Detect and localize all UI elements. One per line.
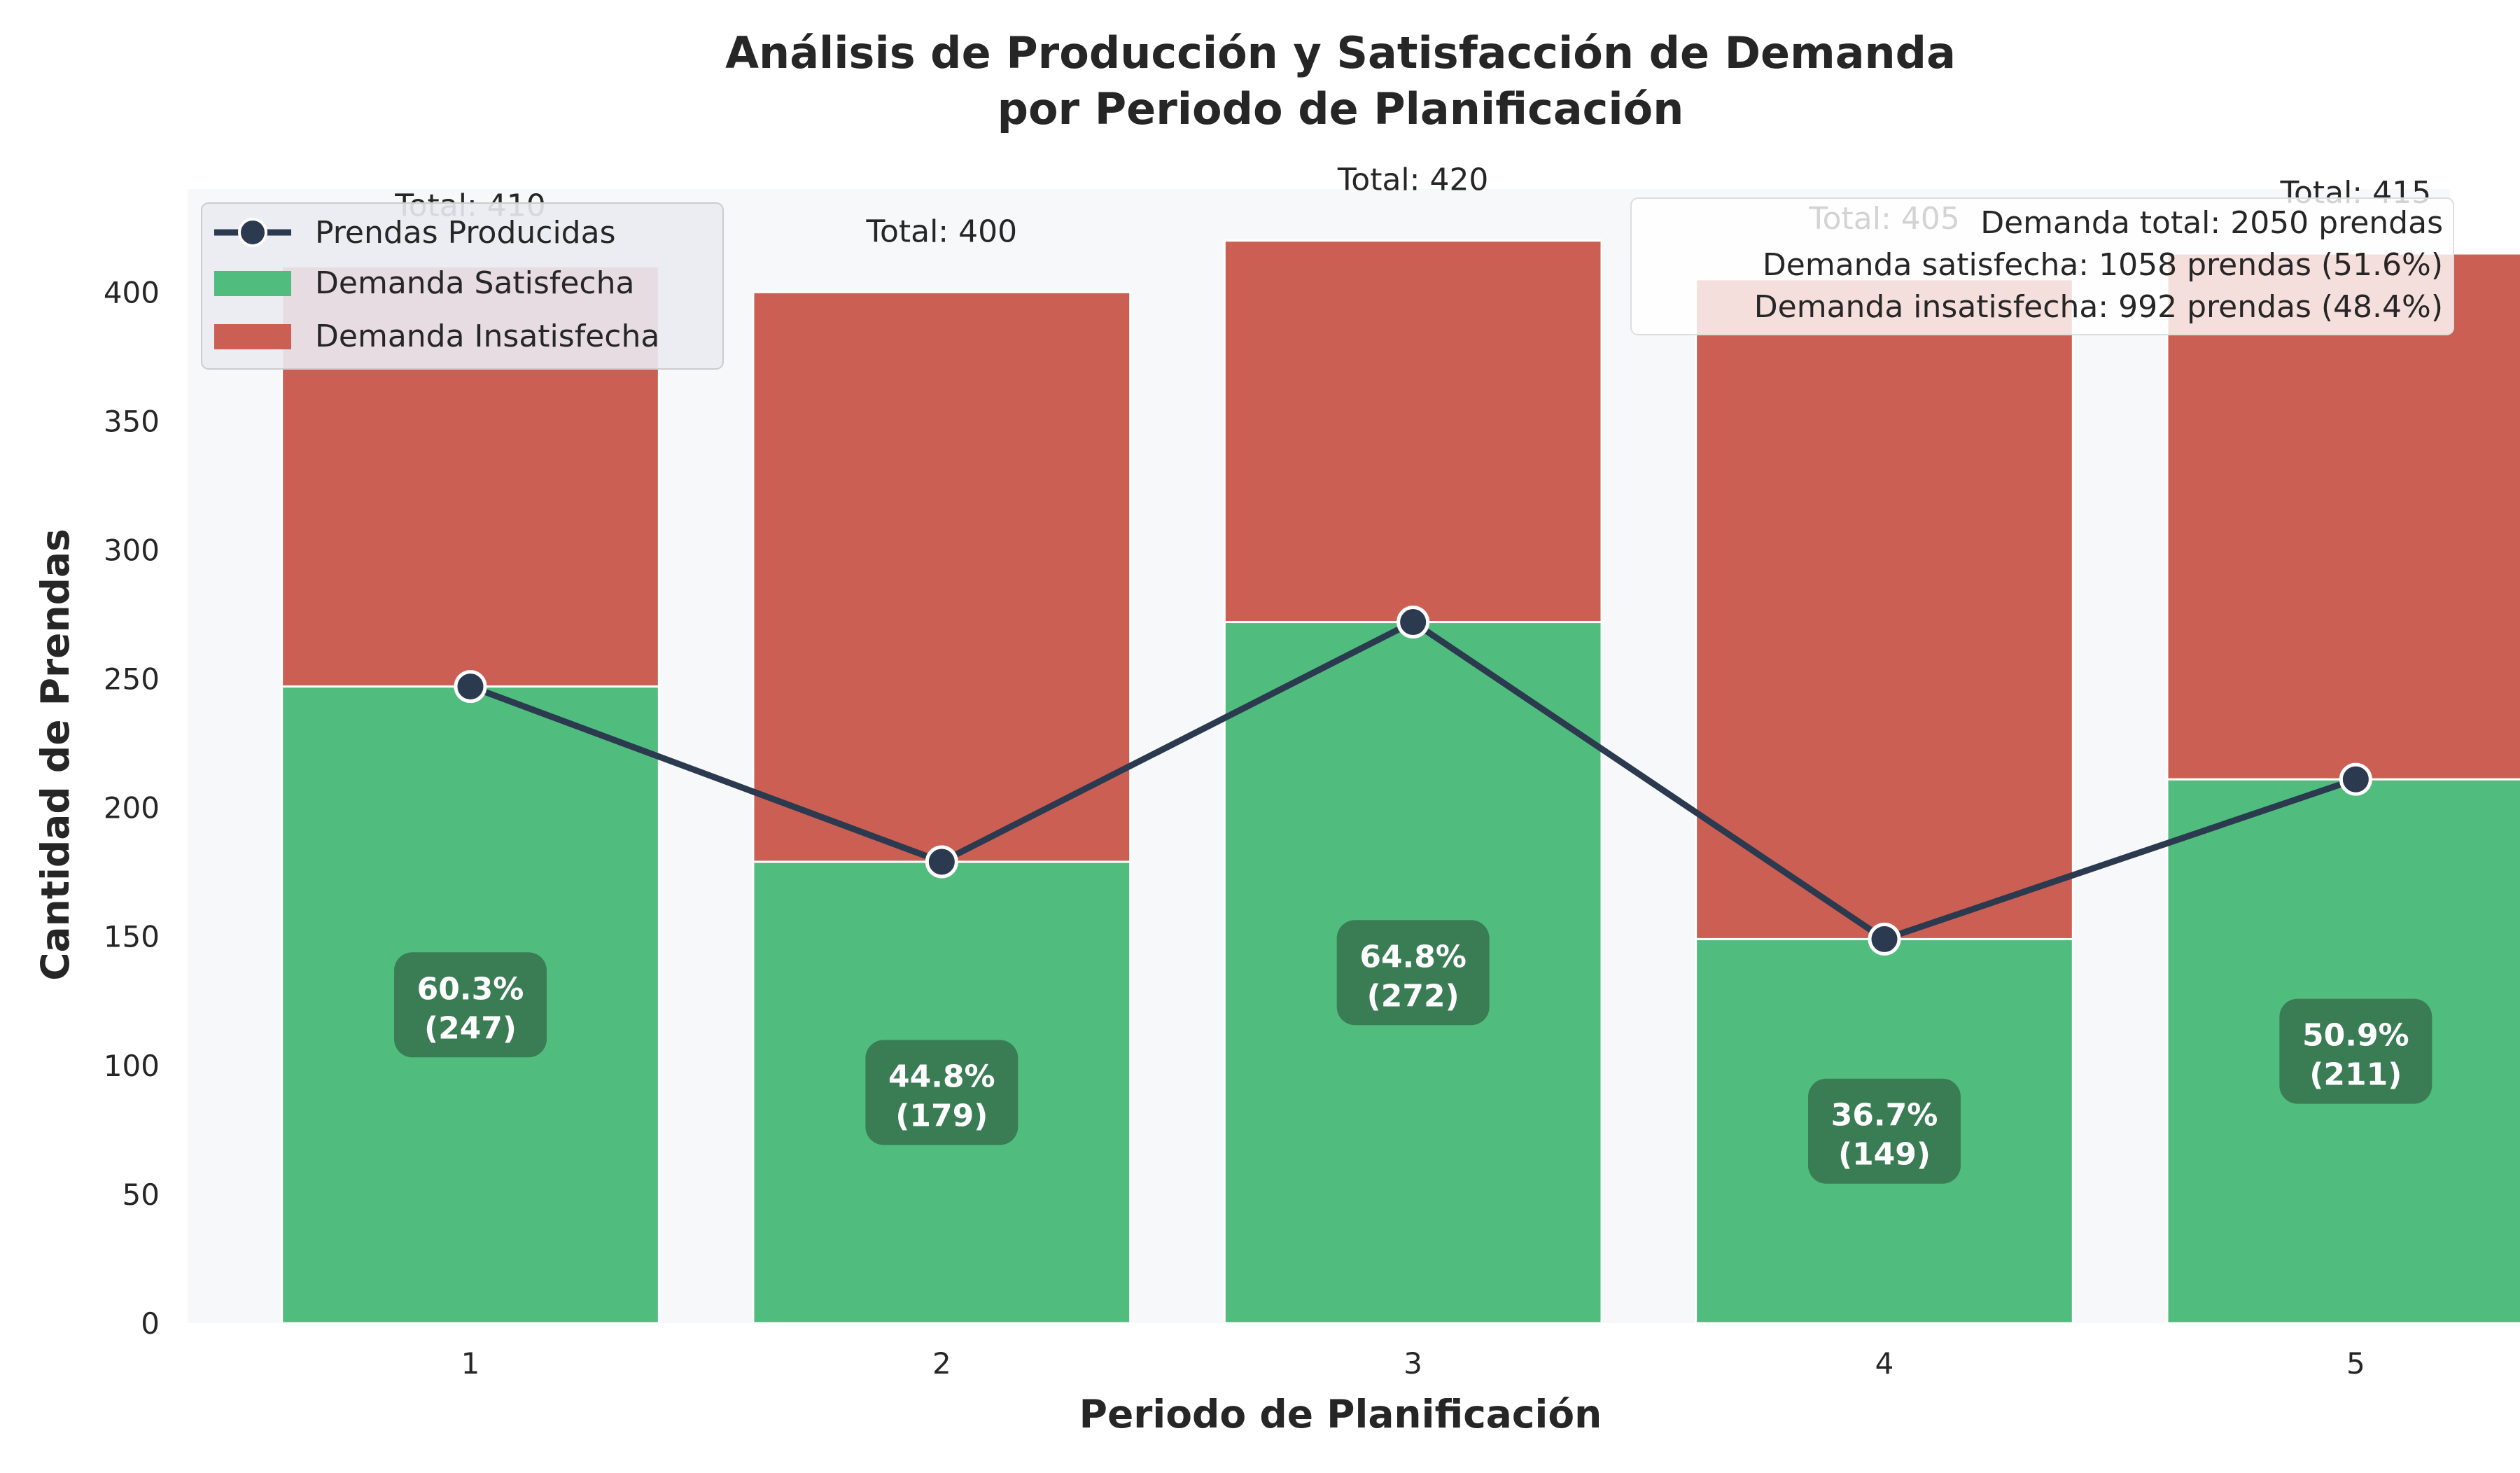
y-tick-label: 50 [122, 1178, 160, 1212]
summary-line: Demanda total: 2050 prendas [1980, 205, 2443, 241]
y-axis-label: Cantidad de Prendas [33, 529, 78, 981]
line-layer [454, 606, 2372, 956]
axes-layer: Análisis de Producción y Satisfacción de… [33, 27, 2365, 1437]
legend-bar-swatch [214, 271, 291, 296]
legend-label: Demanda Insatisfecha [315, 319, 659, 354]
summary-box-background [1630, 197, 2454, 335]
bar-demanda-insatisfecha [1223, 239, 1603, 624]
line-point [1396, 606, 1430, 639]
bar-label-count: (272) [1367, 978, 1460, 1014]
bar-demanda-insatisfecha [1695, 278, 2074, 940]
bar-label-percent: 60.3% [417, 971, 524, 1007]
x-tick-label: 1 [461, 1346, 480, 1381]
legend-label: Prendas Producidas [315, 215, 616, 251]
y-tick-label: 250 [104, 662, 160, 697]
bar-label-percent: 44.8% [888, 1059, 995, 1094]
line-point [925, 845, 958, 879]
bar-label-box [1336, 920, 1490, 1026]
chart-title-line2: por Periodo de Planificación [997, 83, 1684, 134]
y-tick-label: 100 [104, 1049, 160, 1083]
y-tick-label: 150 [104, 920, 160, 954]
chart-title-line1: Análisis de Producción y Satisfacción de… [725, 27, 1956, 78]
x-tick-label: 5 [2346, 1346, 2365, 1381]
legend-bar-swatch [214, 324, 291, 349]
bar-label-layer: 60.3%(247) 44.8% (179) 64.8%(272) 36.7% (149)… [394, 920, 2432, 1184]
bar-label-count: (247) [424, 1010, 517, 1046]
x-axis-label: Periodo de Planificación [1079, 1392, 1602, 1437]
y-tick-label: 200 [104, 791, 160, 825]
bar-label-box [2279, 998, 2432, 1104]
bar-label-count: (179) [895, 1098, 988, 1133]
legend: Prendas Producidas Demanda Satisfecha Dema… [201, 202, 724, 370]
line-point [1868, 922, 1901, 956]
summary-box: Demanda total: 2050 prendas Demanda satis… [1630, 197, 2454, 335]
bar-label-count: (211) [2309, 1057, 2402, 1093]
summary-line: Demanda insatisfecha: 992 prendas (48.4%… [1754, 289, 2443, 325]
legend-line-marker [238, 218, 267, 247]
x-tick-label: 2 [932, 1346, 951, 1381]
bar-label-percent: 64.8% [1359, 939, 1466, 975]
bars-layer [281, 239, 2520, 1325]
bar-label-box [394, 952, 547, 1058]
total-label: Total: 400 [866, 214, 1018, 249]
y-tick-label: 0 [141, 1306, 160, 1341]
y-tick-label: 300 [104, 533, 160, 567]
bar-demanda-insatisfecha [752, 291, 1132, 863]
bar-label-box [865, 1040, 1018, 1145]
bar-label-count: (149) [1838, 1137, 1931, 1173]
y-tick-label: 400 [104, 275, 160, 309]
bar-demanda-insatisfecha [2166, 252, 2520, 781]
total-label: Total: 420 [1337, 162, 1489, 198]
bar-label-percent: 50.9% [2302, 1018, 2409, 1054]
line-point [454, 670, 487, 704]
bar-label-percent: 36.7% [1831, 1098, 1938, 1133]
y-tick-label: 350 [104, 404, 160, 438]
x-tick-label: 3 [1404, 1346, 1422, 1381]
line-point [2339, 762, 2372, 796]
legend-label: Demanda Satisfecha [315, 265, 634, 301]
x-tick-label: 4 [1875, 1346, 1894, 1381]
summary-line: Demanda satisfecha: 1058 prendas (51.6%) [1763, 247, 2443, 283]
bar-label-box [1808, 1078, 1961, 1184]
legend-background [201, 202, 724, 370]
